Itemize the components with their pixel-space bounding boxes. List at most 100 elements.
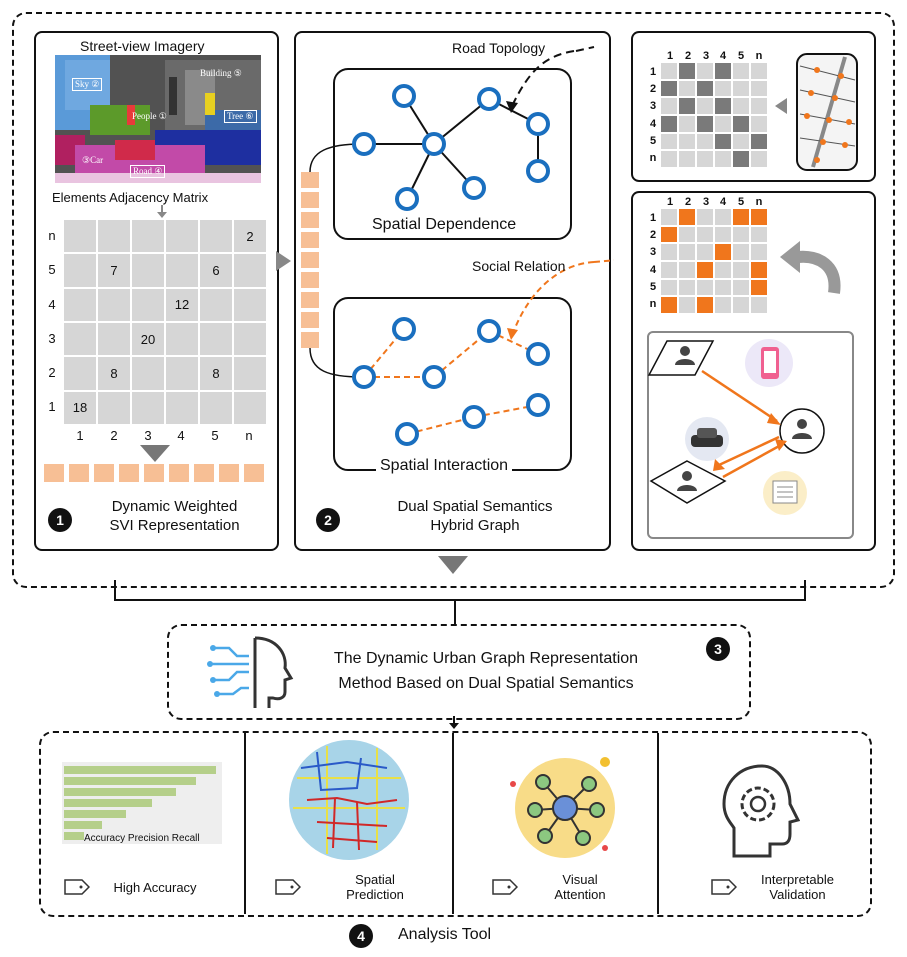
row-label: 5 (649, 281, 657, 293)
col-label: 2 (110, 428, 118, 443)
ai-head-icon (207, 636, 294, 708)
tag-icon (492, 879, 518, 895)
bar-chart-legend: Accuracy Precision Recall (84, 833, 200, 844)
row-label: 4 (649, 118, 657, 130)
analysis-tools-box (39, 731, 872, 917)
col-label: 2 (684, 196, 692, 208)
col-label: n (755, 196, 763, 208)
row-label: 5 (48, 262, 56, 277)
matrix-cell: 12 (166, 288, 198, 321)
right-arrow-icon (276, 251, 291, 271)
step-1-badge: 1 (48, 508, 72, 532)
street-view-title: Street-view Imagery (80, 38, 205, 54)
col-label: 1 (666, 50, 674, 62)
down-arrow-icon (157, 205, 167, 218)
tag-icon (64, 879, 90, 895)
row-label: 2 (48, 365, 56, 380)
row-label: 4 (649, 264, 657, 276)
matrix-cell: 8 (98, 357, 130, 390)
method-title-line2: Method Based on Dual Spatial Semantics (338, 675, 634, 692)
row-label: 1 (649, 66, 657, 78)
curved-arrow-icon (780, 241, 841, 294)
row-label: n (649, 298, 657, 310)
bracket-connector (114, 580, 806, 624)
method-down-arrow-icon (449, 716, 459, 729)
col-label: 2 (684, 50, 692, 62)
row-label: n (48, 228, 56, 243)
col-label: n (755, 50, 763, 62)
row-label: 4 (48, 297, 56, 312)
visual-attention-icon (510, 757, 615, 858)
tool-label-high-accuracy: High Accuracy (113, 880, 197, 895)
row-label: n (649, 152, 657, 164)
segment-label-building: Building ⑤ (200, 68, 242, 78)
road-map-icon (796, 53, 858, 171)
tool-label-interpretable-l1: Interpretable (761, 872, 834, 887)
row-label: 3 (649, 100, 657, 112)
row-label: 2 (649, 83, 657, 95)
spatial-interaction-label: Spatial Interaction (376, 457, 513, 475)
spatial-dependence-label: Spatial Dependence (368, 216, 521, 234)
col-label: 4 (177, 428, 185, 443)
segment-label-people: People ① (132, 111, 167, 121)
segment-label-road: Road ④ (130, 165, 166, 178)
accuracy-bar-chart (62, 762, 222, 844)
panel1-caption-line1: Dynamic Weighted (111, 498, 238, 515)
feature-vector-row (44, 464, 264, 482)
tool-label-visual-attention-l1: Visual (562, 872, 598, 887)
col-label: 5 (211, 428, 219, 443)
step-4-badge: 4 (349, 924, 373, 948)
frame-down-arrow-icon (438, 556, 468, 574)
segment-label-tree: Tree ⑥ (224, 110, 257, 123)
panel2-caption-line2: Hybrid Graph (430, 517, 520, 534)
outer-frame (12, 12, 895, 588)
col-label: 1 (76, 428, 84, 443)
matrix-cell: 20 (132, 322, 164, 356)
divider (244, 733, 246, 914)
matrix-down-arrow-icon (140, 445, 170, 462)
col-label: 1 (666, 196, 674, 208)
social-relation-matrix (661, 209, 767, 313)
matrix-title: Elements Adjacency Matrix (52, 190, 209, 205)
tool-label-spatial-prediction-l2: Prediction (346, 887, 404, 902)
col-label: 3 (144, 428, 152, 443)
matrix-cell: 2 (234, 220, 266, 253)
row-label: 3 (649, 246, 657, 258)
tool-label-interpretable-l2: Validation (769, 887, 826, 902)
analysis-tool-title: Analysis Tool (398, 926, 492, 943)
street-view-image (55, 55, 261, 183)
col-label: 5 (737, 50, 745, 62)
matrix-cell: 6 (200, 254, 232, 287)
social-relation-label: Social Relation (472, 258, 566, 274)
row-label: 1 (649, 212, 657, 224)
divider (657, 733, 659, 914)
col-label: 3 (702, 196, 710, 208)
tool-label-spatial-prediction-l1: Spatial (355, 872, 395, 887)
matrix-cell: 18 (64, 391, 96, 424)
road-topology-label: Road Topology (452, 40, 546, 56)
col-label: n (245, 428, 253, 443)
matrix-cell: 7 (98, 254, 130, 287)
social-network-canvas (647, 339, 825, 515)
elements-adjacency-matrix: 2 7 6 12 20 8 8 18 (64, 220, 266, 424)
step-3-badge: 3 (706, 637, 730, 661)
brain-gear-icon (722, 764, 800, 858)
segment-label-car: ③Car (82, 155, 104, 165)
col-label: 5 (737, 196, 745, 208)
method-title-line1: The Dynamic Urban Graph Representation (333, 650, 639, 667)
tag-icon (711, 879, 737, 895)
social-network-illustration (647, 331, 854, 539)
col-label: 4 (719, 50, 727, 62)
method-box (167, 624, 751, 720)
divider (452, 733, 454, 914)
road-topology-matrix (661, 63, 767, 167)
hybrid-graph-canvas (301, 46, 614, 471)
panel1-caption-line2: SVI Representation (109, 517, 240, 534)
left-arrow-icon (775, 98, 787, 114)
row-label: 1 (48, 399, 56, 414)
segment-label-sky: Sky ② (72, 78, 103, 91)
panel2-caption-line1: Dual Spatial Semantics (397, 498, 553, 515)
tag-icon (275, 879, 301, 895)
step-2-badge: 2 (316, 508, 340, 532)
spatial-prediction-map (289, 740, 409, 860)
